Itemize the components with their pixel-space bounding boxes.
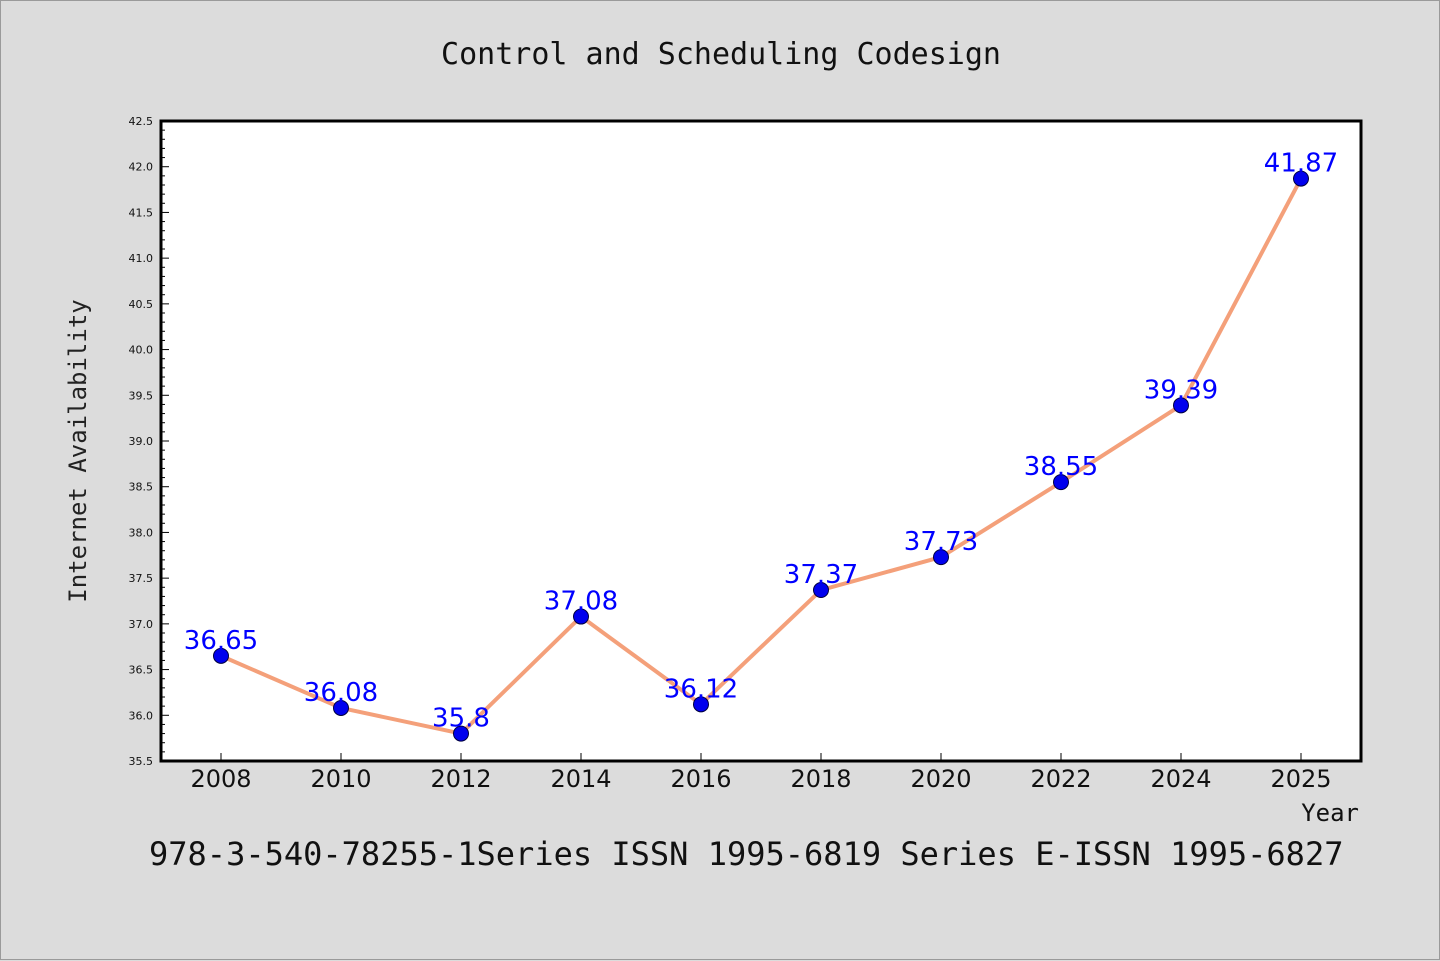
x-tick-label: 2022 — [1030, 765, 1091, 793]
x-tick-label: 2018 — [790, 765, 851, 793]
y-tick-label: 42.0 — [129, 161, 154, 174]
x-tick-label: 2020 — [910, 765, 971, 793]
data-point-marker — [213, 647, 229, 664]
y-tick-label: 39.5 — [129, 389, 154, 402]
y-axis-label: Internet Availability — [64, 299, 92, 602]
y-tick-label: 41.5 — [129, 206, 154, 219]
data-point-marker — [933, 549, 949, 566]
data-point-marker — [1173, 397, 1189, 414]
x-tick-label: 2025 — [1270, 765, 1331, 793]
data-point-marker — [333, 699, 349, 716]
x-tick-label: 2016 — [670, 765, 731, 793]
data-point-marker — [453, 725, 469, 742]
x-tick-label: 2024 — [1150, 765, 1211, 793]
x-axis: 2008 2010 2012 2014 2016 2018 2020 2022 2024 2025 — [190, 753, 1332, 793]
data-label: 36.65 — [184, 626, 258, 656]
y-tick-label: 40.0 — [129, 344, 154, 357]
y-tick-label: 41.0 — [129, 252, 154, 265]
y-tick-label: 35.5 — [129, 755, 154, 768]
y-tick-label: 36.0 — [129, 709, 154, 722]
y-tick-label: 38.0 — [129, 526, 154, 539]
data-label: 37.37 — [784, 560, 858, 590]
chart-title: Control and Scheduling Codesign — [441, 37, 1001, 72]
y-tick-label: 38.5 — [129, 481, 154, 494]
data-label: 37.73 — [904, 527, 978, 557]
y-tick-label: 37.5 — [129, 572, 154, 585]
y-tick-label: 36.5 — [129, 664, 154, 677]
data-label: 39.39 — [1144, 375, 1218, 405]
data-labels: 36.65 36.08 35.8 37.08 36.12 37.37 37.73 38.55 3… — [184, 149, 1338, 734]
y-tick-label: 42.5 — [129, 115, 154, 128]
y-axis: 35.5 36.0 36.5 37.0 37.5 38.0 38.5 39.0 39.5 40.0… — [129, 115, 169, 768]
x-axis-label: Year — [1301, 799, 1359, 827]
data-label: 36.12 — [664, 674, 738, 704]
data-point-marker — [1053, 474, 1069, 491]
x-tick-label: 2012 — [430, 765, 491, 793]
data-point-marker — [693, 696, 709, 713]
data-point-marker — [573, 608, 589, 625]
series-polyline — [219, 176, 1303, 736]
data-label: 35.8 — [432, 704, 490, 734]
data-label: 36.08 — [304, 678, 378, 708]
series-line — [219, 176, 1303, 736]
y-tick-label: 37.0 — [129, 618, 154, 631]
data-point-marker — [1293, 170, 1309, 187]
series-markers — [213, 170, 1309, 742]
footer-isbn-text: 978-3-540-78255-1Series ISSN 1995-6819 S… — [149, 835, 1343, 873]
y-tick-label: 39.0 — [129, 435, 154, 448]
y-tick-label: 40.5 — [129, 298, 154, 311]
plot-area — [159, 119, 1363, 763]
x-tick-label: 2010 — [310, 765, 371, 793]
data-label: 38.55 — [1024, 452, 1098, 482]
data-label: 37.08 — [544, 587, 618, 617]
data-label: 41.87 — [1264, 149, 1338, 179]
data-point-marker — [813, 582, 829, 599]
x-tick-label: 2014 — [550, 765, 611, 793]
x-tick-label: 2008 — [190, 765, 251, 793]
